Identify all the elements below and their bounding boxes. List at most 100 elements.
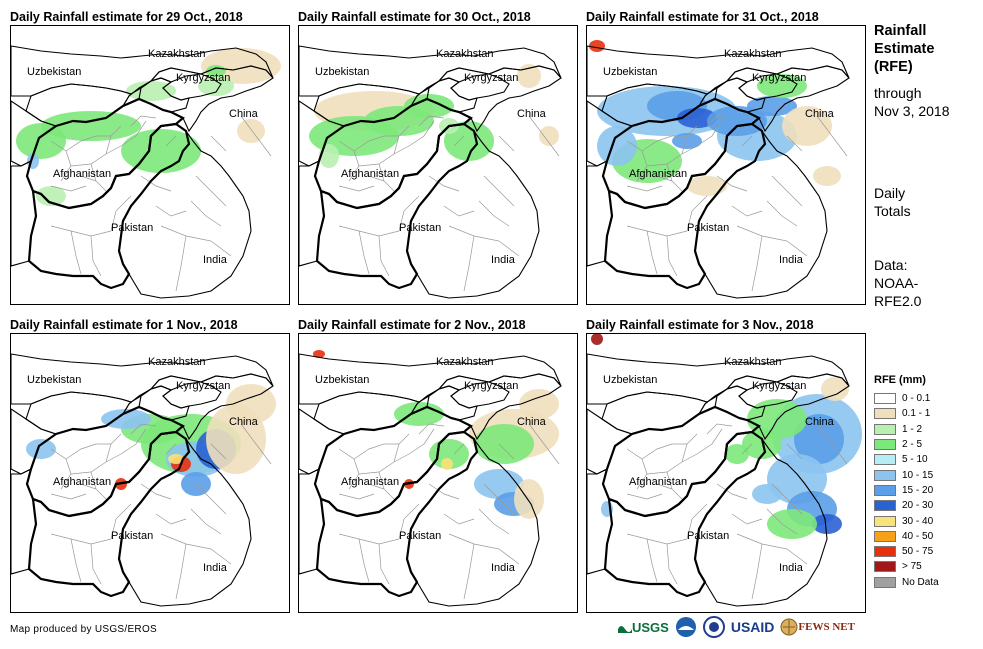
usgs-logo-text: USGS: [632, 619, 669, 635]
country-label-afghanistan: Afghanistan: [629, 476, 688, 488]
rainfall-map: Kazakhstan Uzbekistan Kyrgyzstan China Afgha…: [298, 333, 578, 613]
province-boundaries: [338, 423, 560, 600]
rainfall-area: [206, 65, 226, 77]
data-line: RFE2.0: [874, 293, 922, 309]
rainfall-map: Kazakhstan Uzbekistan Kyrgyzstan China Afgha…: [586, 333, 866, 613]
rainfall-area: [757, 74, 807, 98]
country-label-kyrgyzstan: Kyrgyzstan: [752, 72, 807, 84]
rainfall-area: [101, 409, 151, 429]
country-label-uzbekistan: Uzbekistan: [315, 374, 370, 386]
country-label-india: India: [779, 254, 803, 266]
legend-label: > 75: [902, 561, 922, 573]
country-label-kazakhstan: Kazakhstan: [724, 48, 782, 60]
country-label-kyrgyzstan: Kyrgyzstan: [176, 380, 231, 392]
country-label-india: India: [779, 562, 803, 574]
rainfall-map: Kazakhstan Uzbekistan Kyrgyzstan China Afgha…: [298, 25, 578, 305]
map-canvas: [299, 45, 562, 299]
legend-swatch: [874, 530, 896, 542]
legend-item: 0.1 - 1: [874, 406, 939, 421]
legend-label: 0.1 - 1: [902, 408, 931, 420]
country-label-india: India: [491, 254, 515, 266]
logo-strip: USGS USAID FEWS NET: [618, 616, 855, 638]
rainfall-area: [687, 176, 727, 196]
legend-item: 15 - 20: [874, 483, 939, 498]
country-label-afghanistan: Afghanistan: [341, 476, 400, 488]
legend-item: 0 - 0.1: [874, 391, 939, 406]
legend-swatch: [874, 546, 896, 558]
rfe-title: Rainfall Estimate (RFE): [874, 22, 934, 76]
province-boundaries: [50, 423, 272, 600]
rainfall-area: [821, 377, 849, 401]
country-boundaries: [587, 45, 850, 299]
country-label-kyrgyzstan: Kyrgyzstan: [176, 72, 231, 84]
through-value: Nov 3, 2018: [874, 103, 950, 119]
legend-item: > 75: [874, 559, 939, 574]
rainfall-area: [767, 509, 817, 539]
rainfall-area: [41, 111, 141, 141]
usgs-wave-icon: [618, 626, 632, 633]
focus-country-boundaries: [313, 97, 479, 290]
rainfall-map: Kazakhstan Uzbekistan Kyrgyzstan China Afgha…: [10, 25, 290, 305]
legend-item: 20 - 30: [874, 498, 939, 513]
province-boundaries: [626, 423, 848, 600]
legend-swatch: [874, 423, 896, 435]
country-label-afghanistan: Afghanistan: [53, 476, 112, 488]
rainfall-area: [474, 424, 534, 464]
legend-item: 1 - 2: [874, 422, 939, 437]
credit-text: Map produced by USGS/EROS: [10, 624, 158, 635]
map-panel: Daily Rainfall estimate for 29 Oct., 201…: [10, 10, 290, 310]
rainfall-area: [168, 454, 184, 464]
legend-label: 50 - 75: [902, 546, 934, 558]
province-boundaries: [50, 115, 272, 292]
country-label-pakistan: Pakistan: [687, 222, 730, 234]
rainfall-area: [404, 94, 454, 118]
legend-swatch: [874, 484, 896, 496]
legend-title: RFE (mm): [874, 374, 926, 386]
country-label-kazakhstan: Kazakhstan: [148, 356, 206, 368]
legend-swatch: [874, 408, 896, 420]
daily-line: Totals: [874, 203, 911, 219]
country-label-india: India: [491, 562, 515, 574]
noaa-logo-icon: [675, 617, 696, 637]
focus-country-boundaries: [601, 405, 767, 598]
panel-title: Daily Rainfall estimate for 29 Oct., 201…: [10, 10, 243, 24]
rainfall-area: [747, 96, 797, 116]
legend-swatch: [874, 515, 896, 527]
rainfall-map: Kazakhstan Uzbekistan Kyrgyzstan China Afgha…: [10, 333, 290, 613]
rainfall-area: [597, 126, 637, 166]
rainfall-layer: [309, 64, 559, 168]
rainfall-map: Kazakhstan Uzbekistan Kyrgyzstan China Afgha…: [586, 25, 866, 305]
fewsnet-logo-text: FEWS NET: [798, 621, 855, 633]
country-label-uzbekistan: Uzbekistan: [27, 374, 82, 386]
legend-label: 5 - 10: [902, 454, 928, 466]
rainfall-area: [313, 350, 325, 358]
rainfall-area: [226, 384, 276, 424]
legend-swatch: [874, 454, 896, 466]
data-line: NOAA-: [874, 275, 919, 291]
legend-label: No Data: [902, 576, 939, 588]
data-line: Data:: [874, 257, 908, 273]
rainfall-area: [725, 444, 749, 464]
legend-item: 40 - 50: [874, 529, 939, 544]
rainfall-area: [539, 126, 559, 146]
rainfall-layer: [589, 40, 841, 196]
legend-label: 2 - 5: [902, 439, 923, 451]
country-label-china: China: [805, 108, 834, 120]
focus-country-boundaries: [25, 97, 191, 290]
rainfall-area: [517, 64, 541, 88]
country-label-kazakhstan: Kazakhstan: [436, 48, 494, 60]
rainfall-area: [394, 402, 444, 426]
through-date: through Nov 3, 2018: [874, 84, 950, 120]
legend-label: 0 - 0.1: [902, 393, 931, 405]
country-label-china: China: [229, 416, 258, 428]
rainfall-area: [677, 108, 717, 128]
rainfall-area: [812, 514, 842, 534]
rainfall-area: [514, 479, 544, 519]
map-panel: Daily Rainfall estimate for 2 Nov., 2018…: [298, 318, 578, 618]
rainfall-area: [36, 186, 66, 206]
legend-item: 2 - 5: [874, 437, 939, 452]
country-label-uzbekistan: Uzbekistan: [315, 66, 370, 78]
panel-title: Daily Rainfall estimate for 1 Nov., 2018: [10, 318, 238, 332]
map-panel: Daily Rainfall estimate for 31 Oct., 201…: [586, 10, 866, 310]
country-label-india: India: [203, 254, 227, 266]
